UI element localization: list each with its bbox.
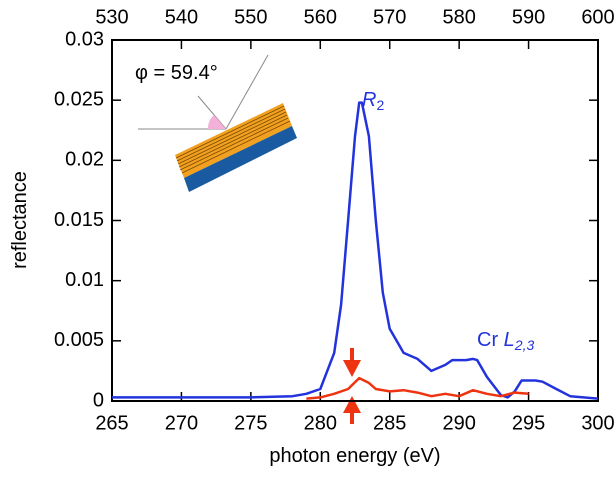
x2-tick-label: 540 bbox=[165, 6, 198, 28]
y-tick-label: 0.005 bbox=[54, 329, 104, 351]
line bbox=[306, 376, 529, 400]
x2-tick-label: 590 bbox=[512, 6, 545, 28]
line bbox=[112, 101, 599, 400]
x2-tick-label: 560 bbox=[304, 6, 337, 28]
annotation-text: Cr bbox=[477, 329, 504, 351]
x2-tick-label: 580 bbox=[442, 6, 475, 28]
annotation-italic: L bbox=[504, 329, 515, 351]
annotation-text: R bbox=[362, 89, 376, 111]
x-tick-label: 270 bbox=[165, 412, 198, 434]
y-tick-label: 0.02 bbox=[65, 149, 104, 171]
x-axis-label: photon energy (eV) bbox=[269, 445, 440, 467]
inset-diagram bbox=[138, 54, 297, 192]
x-tick-label: 275 bbox=[234, 412, 267, 434]
annotation: R2 bbox=[362, 89, 384, 113]
y-tick-label: 0 bbox=[93, 389, 104, 411]
x2-tick-label: 600 bbox=[581, 6, 614, 28]
annotation-sub: 2,3 bbox=[514, 337, 535, 353]
x-tick-label: 265 bbox=[95, 412, 128, 434]
x-tick-label: 280 bbox=[304, 412, 337, 434]
y-tick-label: 0.015 bbox=[54, 209, 104, 231]
y-tick-label: 0.03 bbox=[65, 28, 104, 50]
x-tick-label: 300 bbox=[581, 412, 614, 434]
x2-tick-label: 570 bbox=[373, 6, 406, 28]
x-tick-label: 285 bbox=[373, 412, 406, 434]
arrows bbox=[343, 348, 361, 424]
y-axis-label: reflectance bbox=[9, 171, 31, 269]
x-tick-label: 295 bbox=[512, 412, 545, 434]
annotation-sub: 2 bbox=[376, 97, 384, 113]
annotation: Cr L2,3 bbox=[477, 329, 534, 353]
annotation: φ = 59.4° bbox=[135, 62, 218, 84]
x-tick-label: 290 bbox=[442, 412, 475, 434]
y-tick-label: 0.025 bbox=[54, 88, 104, 110]
x2-tick-label: 550 bbox=[234, 6, 267, 28]
x2-tick-label: 530 bbox=[95, 6, 128, 28]
y-tick-label: 0.01 bbox=[65, 269, 104, 291]
